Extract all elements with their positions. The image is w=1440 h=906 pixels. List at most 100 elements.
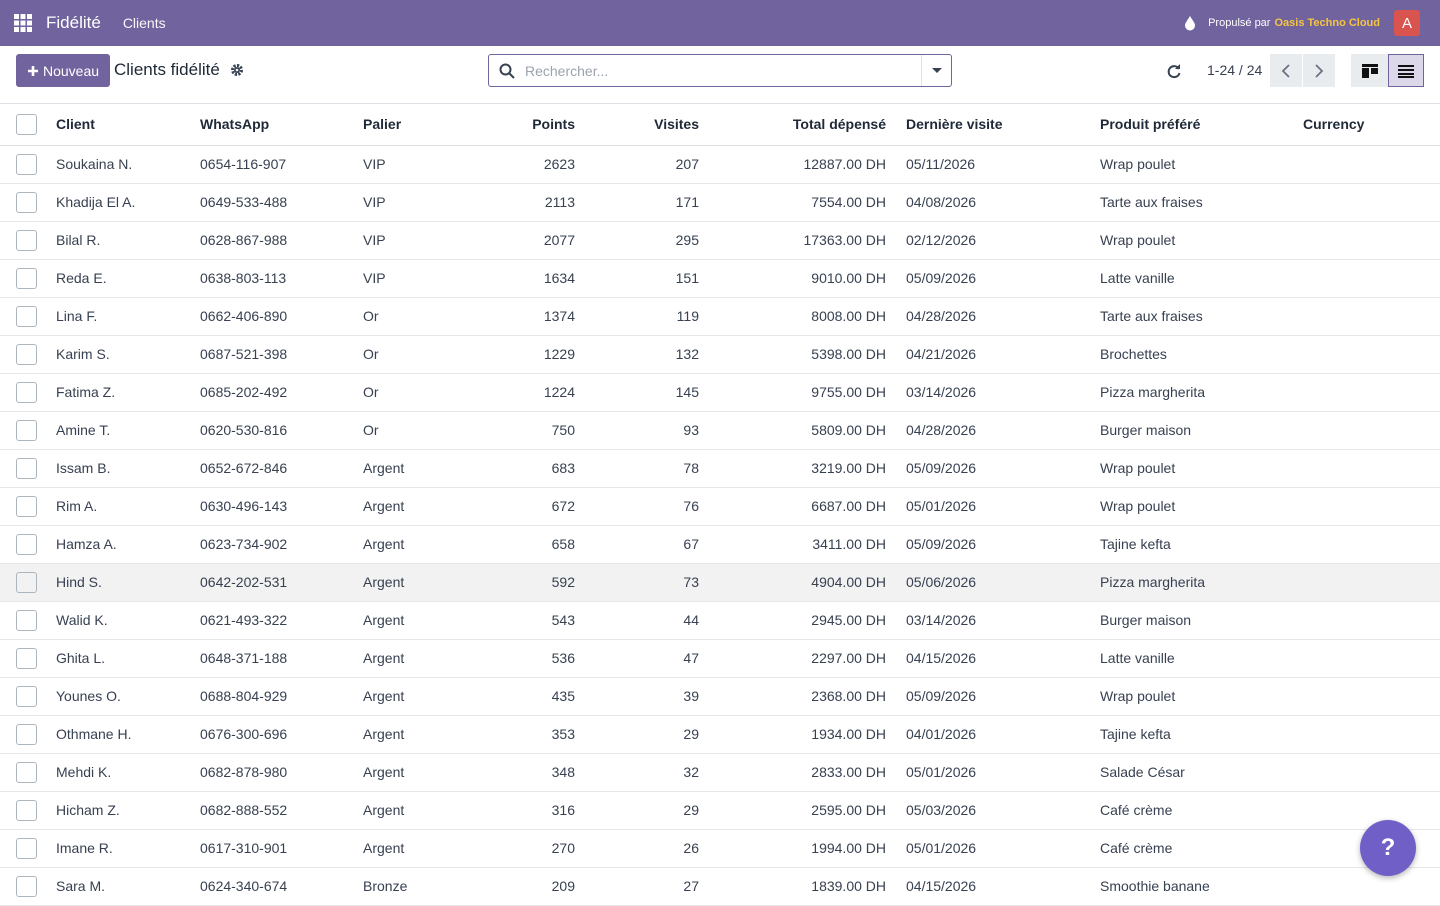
cell: Argent bbox=[353, 715, 445, 754]
refresh-icon[interactable] bbox=[1166, 63, 1182, 79]
cell: VIP bbox=[353, 183, 445, 222]
cell: Café crème bbox=[1090, 829, 1293, 868]
checkbox[interactable] bbox=[16, 723, 37, 745]
checkbox[interactable] bbox=[16, 571, 37, 593]
table-row[interactable]: Bilal R. 0628-867-988 VIP 2077 295 17363.00 D… bbox=[0, 221, 1440, 260]
column-header[interactable]: Visites bbox=[585, 104, 709, 146]
cell: Pizza margherita bbox=[1090, 373, 1293, 412]
navbar-right: Propulsé par Oasis Techno Cloud A bbox=[1184, 0, 1420, 46]
help-button[interactable]: ? bbox=[1360, 820, 1416, 876]
table-row[interactable]: Ghita L. 0648-371-188 Argent 536 47 2297.00 D… bbox=[0, 639, 1440, 678]
column-header[interactable]: Currency bbox=[1293, 104, 1440, 146]
table-row[interactable]: Hicham Z. 0682-888-552 Argent 316 29 2595.00 … bbox=[0, 791, 1440, 830]
checkbox[interactable] bbox=[16, 191, 37, 213]
cell: 270 bbox=[445, 829, 585, 868]
search-dropdown[interactable] bbox=[921, 55, 951, 86]
cell: 0628-867-988 bbox=[190, 221, 353, 260]
column-header[interactable]: Produit préféré bbox=[1090, 104, 1293, 146]
table-row[interactable]: Fatima Z. 0685-202-492 Or 1224 145 9755.00 DH… bbox=[0, 373, 1440, 412]
app-name[interactable]: Fidélité bbox=[46, 13, 101, 32]
checkbox[interactable] bbox=[16, 609, 37, 631]
checkbox[interactable] bbox=[16, 419, 37, 441]
cell: 4904.00 DH bbox=[709, 563, 896, 602]
cell: Sara M. bbox=[46, 867, 190, 906]
column-header[interactable]: Points bbox=[445, 104, 585, 146]
checkbox[interactable] bbox=[16, 495, 37, 517]
cell: 1839.00 DH bbox=[709, 867, 896, 906]
cell: 04/21/2026 bbox=[896, 335, 1090, 374]
table-row[interactable]: Karim S. 0687-521-398 Or 1229 132 5398.00 DH 0… bbox=[0, 335, 1440, 374]
cell: 683 bbox=[445, 449, 585, 488]
checkbox[interactable] bbox=[16, 267, 37, 289]
column-header[interactable]: Palier bbox=[353, 104, 445, 146]
cell: Argent bbox=[353, 829, 445, 868]
column-header[interactable]: Dernière visite bbox=[896, 104, 1090, 146]
prev-icon bbox=[1281, 63, 1290, 78]
search-box[interactable]: Rechercher... bbox=[488, 54, 952, 87]
table-row[interactable]: Reda E. 0638-803-113 VIP 1634 151 9010.00 DH 0… bbox=[0, 259, 1440, 298]
table-row[interactable]: Rim A. 0630-496-143 Argent 672 76 6687.00 DH 0… bbox=[0, 487, 1440, 526]
table-body: Soukaina N. 0654-116-907 VIP 2623 207 12887.0… bbox=[0, 145, 1440, 906]
gear-icon[interactable] bbox=[230, 63, 244, 77]
cell: 0620-530-816 bbox=[190, 411, 353, 450]
table-row[interactable]: Younes O. 0688-804-929 Argent 435 39 2368.00 … bbox=[0, 677, 1440, 716]
cell bbox=[1293, 335, 1440, 374]
cell: 5809.00 DH bbox=[709, 411, 896, 450]
cell: 207 bbox=[585, 145, 709, 184]
avatar[interactable]: A bbox=[1394, 10, 1420, 36]
checkbox[interactable] bbox=[16, 153, 37, 175]
cell: 658 bbox=[445, 525, 585, 564]
checkbox[interactable] bbox=[16, 229, 37, 251]
table-row[interactable]: Khadija El A. 0649-533-488 VIP 2113 171 7554.… bbox=[0, 183, 1440, 222]
cell: 750 bbox=[445, 411, 585, 450]
table-row[interactable]: Issam B. 0652-672-846 Argent 683 78 3219.00 D… bbox=[0, 449, 1440, 488]
pager[interactable]: 1-24 / 24 bbox=[1207, 62, 1263, 78]
new-button[interactable]: Nouveau bbox=[16, 54, 111, 87]
cell: Imane R. bbox=[46, 829, 190, 868]
checkbox[interactable] bbox=[16, 647, 37, 669]
table-row[interactable]: Mehdi K. 0682-878-980 Argent 348 32 2833.00 D… bbox=[0, 753, 1440, 792]
table-row[interactable]: Hamza A. 0623-734-902 Argent 658 67 3411.00 D… bbox=[0, 525, 1440, 564]
cell: Rim A. bbox=[46, 487, 190, 526]
cell: 9010.00 DH bbox=[709, 259, 896, 298]
cell: 78 bbox=[585, 449, 709, 488]
table-row[interactable]: Imane R. 0617-310-901 Argent 270 26 1994.00 D… bbox=[0, 829, 1440, 868]
list-view[interactable] bbox=[1388, 54, 1424, 87]
checkbox[interactable] bbox=[16, 533, 37, 555]
cell: 1229 bbox=[445, 335, 585, 374]
checkbox[interactable] bbox=[16, 113, 37, 135]
cell: 2623 bbox=[445, 145, 585, 184]
checkbox[interactable] bbox=[16, 305, 37, 327]
kanban-view[interactable] bbox=[1351, 54, 1388, 87]
table-row[interactable]: Lina F. 0662-406-890 Or 1374 119 8008.00 DH 04… bbox=[0, 297, 1440, 336]
checkbox[interactable] bbox=[16, 685, 37, 707]
column-header[interactable]: Client bbox=[46, 104, 190, 146]
checkbox[interactable] bbox=[16, 343, 37, 365]
cell: 0649-533-488 bbox=[190, 183, 353, 222]
pager-next[interactable] bbox=[1303, 54, 1335, 87]
checkbox[interactable] bbox=[16, 875, 37, 897]
table-row[interactable]: Othmane H. 0676-300-696 Argent 353 29 1934.00… bbox=[0, 715, 1440, 754]
brand[interactable]: Oasis Techno Cloud bbox=[1274, 17, 1380, 29]
checkbox[interactable] bbox=[16, 837, 37, 859]
checkbox[interactable] bbox=[16, 457, 37, 479]
cell bbox=[1293, 525, 1440, 564]
apps-icon[interactable] bbox=[14, 14, 32, 32]
table-row[interactable]: Walid K. 0621-493-322 Argent 543 44 2945.00 D… bbox=[0, 601, 1440, 640]
checkbox[interactable] bbox=[16, 761, 37, 783]
next-icon bbox=[1315, 63, 1324, 78]
cell: Pizza margherita bbox=[1090, 563, 1293, 602]
table-row[interactable]: Soukaina N. 0654-116-907 VIP 2623 207 12887.0… bbox=[0, 145, 1440, 184]
pager-prev[interactable] bbox=[1270, 54, 1302, 87]
cell: 348 bbox=[445, 753, 585, 792]
table-row[interactable]: Amine T. 0620-530-816 Or 750 93 5809.00 DH 04/… bbox=[0, 411, 1440, 450]
drop-icon[interactable] bbox=[1184, 15, 1196, 31]
checkbox[interactable] bbox=[16, 381, 37, 403]
menu-item[interactable]: Clients bbox=[122, 15, 166, 31]
cell: 2945.00 DH bbox=[709, 601, 896, 640]
column-header[interactable]: Total dépensé bbox=[709, 104, 896, 146]
table-row[interactable]: Sara M. 0624-340-674 Bronze 209 27 1839.00 DH… bbox=[0, 867, 1440, 906]
table-row[interactable]: Hind S. 0642-202-531 Argent 592 73 4904.00 DH… bbox=[0, 563, 1440, 602]
column-header[interactable]: WhatsApp bbox=[190, 104, 353, 146]
checkbox[interactable] bbox=[16, 799, 37, 821]
